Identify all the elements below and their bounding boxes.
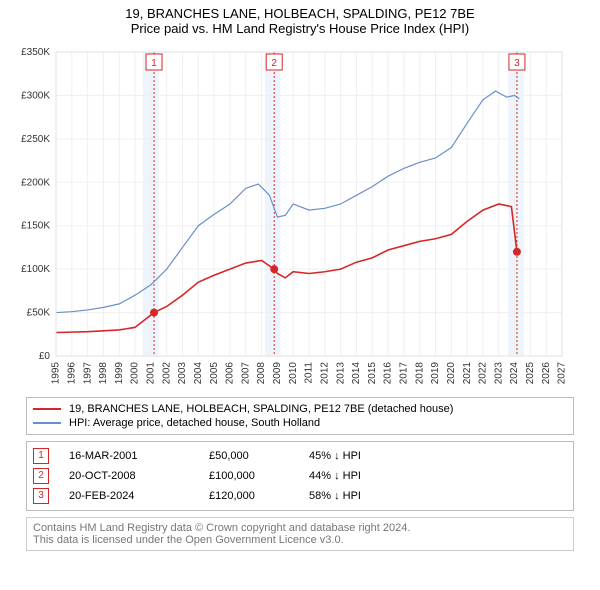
svg-text:1998: 1998 [98,362,109,385]
svg-text:2027: 2027 [557,362,568,385]
svg-text:1996: 1996 [66,362,77,385]
sale-pct: 58% ↓ HPI [309,490,429,502]
svg-text:2000: 2000 [130,362,141,385]
svg-text:1995: 1995 [51,362,62,385]
svg-text:2004: 2004 [193,362,204,385]
svg-text:2008: 2008 [256,362,267,385]
license-line: This data is licensed under the Open Gov… [33,534,567,546]
svg-text:2022: 2022 [478,362,489,385]
legend-label: 19, BRANCHES LANE, HOLBEACH, SPALDING, P… [69,403,453,415]
svg-text:3: 3 [514,58,520,69]
svg-text:£50K: £50K [27,308,51,319]
svg-text:2009: 2009 [272,362,283,385]
svg-text:2016: 2016 [383,362,394,385]
svg-text:2015: 2015 [367,362,378,385]
svg-text:2021: 2021 [462,362,473,385]
legend-item: HPI: Average price, detached house, Sout… [33,416,567,430]
svg-text:2025: 2025 [525,362,536,385]
sale-price: £50,000 [209,450,309,462]
svg-text:2012: 2012 [319,362,330,385]
license-text: Contains HM Land Registry data © Crown c… [26,517,574,551]
svg-text:£100K: £100K [21,264,50,275]
chart-title: 19, BRANCHES LANE, HOLBEACH, SPALDING, P… [0,6,600,21]
svg-text:£350K: £350K [21,47,50,58]
svg-text:£150K: £150K [21,221,50,232]
svg-text:2007: 2007 [240,362,251,385]
svg-text:2011: 2011 [304,362,315,384]
svg-text:1999: 1999 [114,362,125,385]
svg-text:2002: 2002 [161,362,172,385]
legend-swatch [33,422,61,424]
svg-text:2014: 2014 [351,362,362,385]
svg-text:2018: 2018 [414,362,425,385]
legend-swatch [33,408,61,410]
sale-badge: 1 [33,448,49,464]
legend-item: 19, BRANCHES LANE, HOLBEACH, SPALDING, P… [33,402,567,416]
svg-text:2001: 2001 [146,362,157,385]
chart-subtitle: Price paid vs. HM Land Registry's House … [0,21,600,36]
sale-pct: 45% ↓ HPI [309,450,429,462]
svg-text:2026: 2026 [541,362,552,385]
sale-price: £100,000 [209,470,309,482]
sale-date: 20-OCT-2008 [69,470,209,482]
legend-label: HPI: Average price, detached house, Sout… [69,417,320,429]
svg-text:2020: 2020 [446,362,457,385]
sale-row: 2 20-OCT-2008£100,00044% ↓ HPI [33,466,567,486]
svg-text:2023: 2023 [493,362,504,385]
svg-text:1997: 1997 [82,362,93,385]
svg-text:2005: 2005 [209,362,220,385]
svg-text:2024: 2024 [509,362,520,385]
sale-badge: 3 [33,488,49,504]
sales-table: 1 16-MAR-2001£50,00045% ↓ HPI 2 20-OCT-2008… [26,441,574,511]
svg-text:2006: 2006 [225,362,236,385]
svg-text:£250K: £250K [21,134,50,145]
legend: 19, BRANCHES LANE, HOLBEACH, SPALDING, P… [26,397,574,435]
sale-pct: 44% ↓ HPI [309,470,429,482]
svg-text:2017: 2017 [399,362,410,385]
sale-row: 1 16-MAR-2001£50,00045% ↓ HPI [33,446,567,466]
svg-text:2013: 2013 [335,362,346,385]
sale-date: 20-FEB-2024 [69,490,209,502]
price-chart: £0 £50K £100K £150K £200K £250K £300K £350K 1995… [10,46,570,386]
svg-text:£300K: £300K [21,90,50,101]
sale-badge: 2 [33,468,49,484]
svg-text:2010: 2010 [288,362,299,385]
svg-text:2: 2 [271,58,277,69]
sale-date: 16-MAR-2001 [69,450,209,462]
license-line: Contains HM Land Registry data © Crown c… [33,522,567,534]
svg-text:£200K: £200K [21,177,50,188]
svg-text:2003: 2003 [177,362,188,385]
svg-text:1: 1 [151,58,157,69]
sale-row: 3 20-FEB-2024£120,00058% ↓ HPI [33,486,567,506]
svg-text:£0: £0 [39,351,51,362]
sale-price: £120,000 [209,490,309,502]
svg-text:2019: 2019 [430,362,441,385]
